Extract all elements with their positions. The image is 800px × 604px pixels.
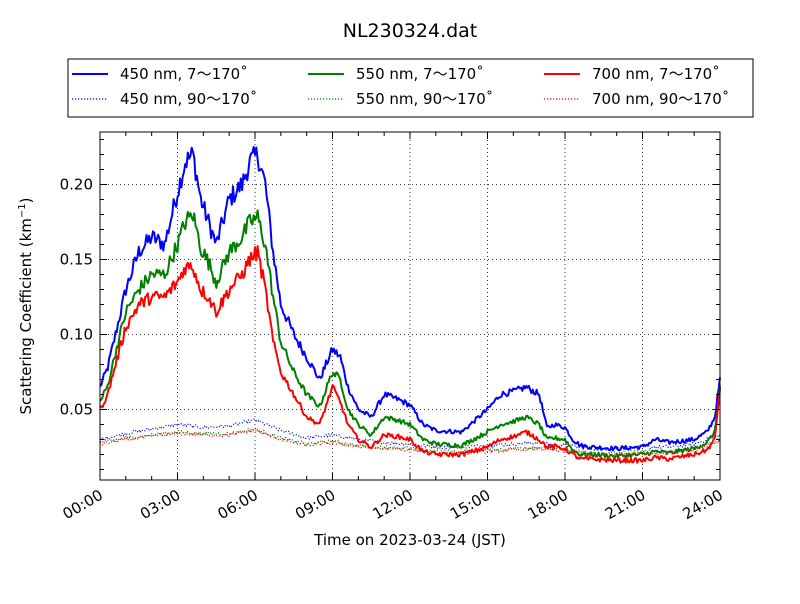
axis-ticks: 00:00 03:00 06:00 09:00 12:00 15:00 18:00 21:00… [60,132,726,523]
legend-box [67,58,754,118]
legend-label: 700 nm, 7～170˚ [592,65,720,83]
grid-lines [100,132,720,480]
y-tick-label: 0.05 [60,401,93,419]
x-tick-label: 03:00 [137,486,183,523]
series-line-6 [99,429,721,457]
y-tick-label: 0.10 [60,326,93,344]
y-axis-label-exponent: −1 [17,203,28,218]
y-tick-label: 0.15 [60,251,93,269]
legend-label: 450 nm, 90～170˚ [120,90,257,108]
legend-label: 700 nm, 90～170˚ [592,90,729,108]
x-tick-label: 21:00 [602,486,648,523]
legend-label: 550 nm, 90～170˚ [356,90,493,108]
y-axis-label: Scattering Coefficient (km−1) [17,197,35,414]
x-tick-label: 00:00 [60,486,106,523]
y-axis-label-main: Scattering Coefficient (km [17,218,35,414]
x-axis-label: Time on 2023-03-24 (JST) [313,531,506,549]
y-axis-label-close: ) [17,197,35,203]
x-tick-label: 06:00 [215,486,261,523]
series-line-1 [99,145,721,452]
plot-series [99,145,721,464]
x-tick-label: 24:00 [680,486,726,523]
chart-title: NL230324.dat [343,20,478,42]
y-tick-label: 0.20 [60,176,93,194]
legend-label: 550 nm, 7～170˚ [356,65,484,83]
x-tick-label: 18:00 [525,486,571,523]
series-line-5 [99,245,721,464]
x-tick-label: 12:00 [370,486,416,523]
legend: 450 nm, 7～170˚ 550 nm, 7～170˚ 700 nm, 7～17… [67,58,754,118]
x-tick-label: 15:00 [447,486,493,523]
legend-label: 450 nm, 7～170˚ [120,65,248,83]
series-line-3 [99,209,721,459]
x-tick-label: 09:00 [292,486,338,523]
series-line-2 [99,418,721,451]
series-line-4 [99,427,721,456]
